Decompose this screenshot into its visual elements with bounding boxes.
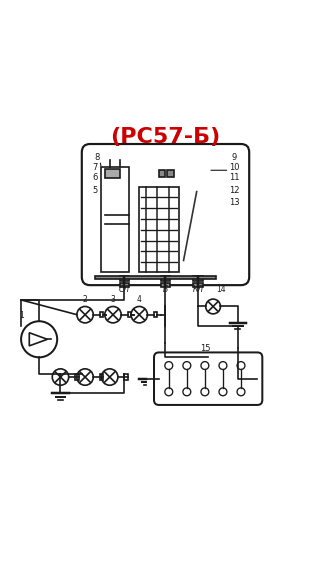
Bar [161, 276, 170, 281]
Text: 4: 4 [137, 294, 142, 303]
Circle shape [21, 321, 57, 357]
Text: 7: 7 [92, 163, 98, 172]
Bar [193, 282, 203, 287]
Bar [75, 374, 78, 380]
Text: 1: 1 [20, 311, 24, 320]
Text: 15: 15 [200, 344, 210, 353]
Bar [161, 282, 170, 287]
Bar [193, 276, 203, 281]
Text: 2: 2 [83, 294, 87, 303]
Bar [124, 374, 128, 380]
Text: (РС57-Б): (РС57-Б) [110, 128, 221, 147]
Bar [102, 167, 129, 272]
Bar [119, 276, 129, 281]
FancyBboxPatch shape [154, 353, 262, 405]
Bar [159, 170, 166, 177]
Circle shape [131, 307, 147, 323]
Circle shape [105, 307, 121, 323]
Text: 14: 14 [216, 285, 226, 294]
Text: 8: 8 [94, 154, 99, 162]
Text: СЛ: СЛ [119, 285, 130, 294]
Circle shape [77, 307, 93, 323]
Text: 10: 10 [229, 163, 240, 172]
Circle shape [206, 299, 220, 314]
Text: 13: 13 [229, 198, 240, 207]
Bar [100, 312, 103, 318]
Circle shape [102, 369, 118, 385]
Bar [154, 312, 157, 318]
Bar [100, 374, 103, 380]
Bar [105, 168, 119, 179]
Text: 6: 6 [92, 173, 98, 182]
Bar [95, 276, 216, 279]
Text: 11: 11 [229, 173, 240, 182]
Circle shape [52, 369, 69, 385]
Text: 9: 9 [232, 154, 237, 162]
Bar [119, 282, 129, 287]
Text: 5: 5 [92, 186, 98, 195]
Text: Б: Б [163, 285, 168, 294]
Bar [167, 170, 174, 177]
Text: КЛ: КЛ [193, 285, 204, 294]
Bar [139, 187, 179, 272]
Circle shape [77, 369, 93, 385]
Bar [128, 312, 131, 318]
FancyBboxPatch shape [82, 144, 249, 285]
Text: 3: 3 [111, 294, 116, 303]
Text: 12: 12 [229, 186, 240, 195]
